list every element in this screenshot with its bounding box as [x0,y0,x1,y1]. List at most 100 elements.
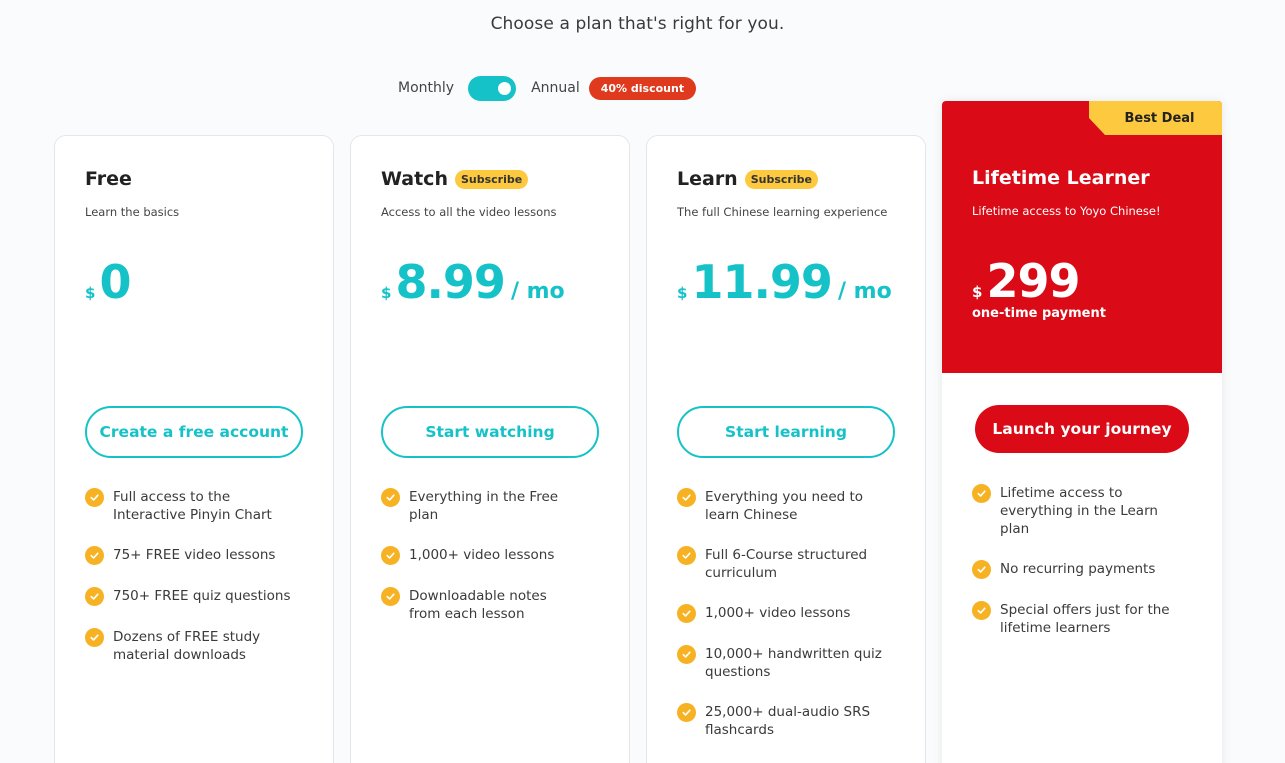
feature-text-line: everything in the Learn [1000,503,1158,519]
billing-period-toggle[interactable] [468,75,517,101]
feature-text: 75+ FREE video lessons [113,546,275,564]
plan-card-watch: Watch Subscribe Access to all the video … [350,135,630,763]
feature-item: 750+ FREE quiz questions [85,587,313,606]
plan-price: $ 11.99 / mo [677,255,895,315]
feature-text: 25,000+ dual-audio SRS flashcards [705,703,870,739]
feature-text: Lifetime access to everything in the Lear… [1000,484,1158,538]
feature-list: Everything you need to learn Chinese Full … [677,488,905,761]
feature-item: Special offers just for the lifetime lear… [972,601,1200,637]
checkmark-icon [85,546,104,565]
checkmark-icon [972,560,991,579]
feature-text: Everything in the Free plan [409,488,558,524]
feature-text-line: Special offers just for the [1000,602,1170,618]
plan-card-free: Free Learn the basics $ 0 Create a free … [54,135,334,763]
feature-text-line: 10,000+ handwritten quiz [705,646,882,662]
feature-text-line: plan [409,507,439,523]
checkmark-icon [85,628,104,647]
price-period: / mo [837,279,892,304]
plan-title: Free [85,168,132,190]
plan-tagline: The full Chinese learning experience [677,205,888,219]
feature-text: Full 6-Course structured curriculum [705,546,867,582]
start-learning-button[interactable]: Start learning [677,406,895,458]
feature-text-line: No recurring payments [1000,561,1156,577]
feature-text: Downloadable notes from each lesson [409,587,547,623]
plan-tagline: Access to all the video lessons [381,205,557,219]
page-heading: Choose a plan that's right for you. [490,14,785,34]
checkmark-icon [381,488,400,507]
plan-name: Lifetime Learner [972,165,1192,191]
feature-text: 10,000+ handwritten quiz questions [705,645,882,681]
feature-text-line: Full access to the [113,489,231,505]
checkmark-icon [972,601,991,620]
feature-text-line: Everything in the Free [409,489,559,505]
feature-item: 25,000+ dual-audio SRS flashcards [677,703,905,739]
launch-journey-button[interactable]: Launch your journey [975,405,1189,453]
subscribe-badge: Subscribe [454,169,529,189]
feature-list: Everything in the Free plan 1,000+ video l… [381,488,609,645]
start-watching-button[interactable]: Start watching [381,406,599,458]
plan-price: $ 8.99 / mo [381,255,599,315]
plan-title: Lifetime Learner [972,167,1150,189]
checkmark-icon [677,488,696,507]
currency-symbol: $ [85,284,96,302]
checkmark-icon [677,703,696,722]
currency-symbol: $ [381,284,392,302]
plan-card-lifetime: Best Deal Lifetime Learner Lifetime acce… [942,101,1222,763]
plan-tagline: Learn the basics [85,205,180,219]
feature-text-line: Lifetime access to [1000,485,1123,501]
price-period: / mo [510,279,565,304]
feature-text-line: Full 6-Course structured [705,547,868,563]
feature-text: Special offers just for the lifetime lear… [1000,601,1170,637]
feature-text-line: Everything you need to [705,489,864,505]
plan-name: Free [85,166,303,192]
plan-price: $ 299 [972,254,1192,308]
checkmark-icon [381,546,400,565]
price-amount: 8.99 [395,255,505,309]
annual-label[interactable]: Annual [531,80,580,96]
plan-title: Learn [677,168,738,190]
feature-list: Lifetime access to everything in the Lear… [972,484,1200,659]
feature-text-line: 75+ FREE video lessons [113,547,276,563]
plan-title: Watch [381,168,448,190]
plan-card-learn: Learn Subscribe The full Chinese learnin… [646,135,926,763]
checkmark-icon [677,604,696,623]
currency-symbol: $ [972,283,983,301]
plan-name: Learn Subscribe [677,166,895,192]
checkmark-icon [85,587,104,606]
feature-text: No recurring payments [1000,560,1155,578]
feature-item: Everything in the Free plan [381,488,609,524]
feature-text: Full access to the Interactive Pinyin Cha… [113,488,272,524]
feature-text: 1,000+ video lessons [409,546,554,564]
price-amount: 299 [986,254,1080,308]
feature-item: No recurring payments [972,560,1200,579]
plan-name: Watch Subscribe [381,166,599,192]
feature-text: Dozens of FREE study material downloads [113,628,260,664]
feature-item: Lifetime access to everything in the Lear… [972,484,1200,538]
feature-text-line: plan [1000,521,1030,537]
price-note: one-time payment [972,306,1106,321]
feature-item: 1,000+ video lessons [381,546,609,565]
monthly-label[interactable]: Monthly [398,80,455,96]
billing-toggle-group: Monthly Annual 40% discount [398,75,697,101]
feature-text: Everything you need to learn Chinese [705,488,863,524]
currency-symbol: $ [677,284,688,302]
feature-item: 10,000+ handwritten quiz questions [677,645,905,681]
feature-text-line: lifetime learners [1000,620,1111,636]
create-free-account-button[interactable]: Create a free account [85,406,303,458]
feature-list: Full access to the Interactive Pinyin Cha… [85,488,313,686]
feature-text-line: Interactive Pinyin Chart [113,507,272,523]
feature-text-line: 25,000+ dual-audio SRS [705,704,871,720]
feature-item: 75+ FREE video lessons [85,546,313,565]
plan-tagline: Lifetime access to Yoyo Chinese! [972,204,1161,218]
discount-badge: 40% discount [588,76,697,100]
checkmark-icon [972,484,991,503]
feature-text-line: from each lesson [409,606,525,622]
checkmark-icon [677,546,696,565]
feature-text-line: 1,000+ video lessons [409,547,555,563]
price-amount: 0 [99,255,131,309]
feature-text: 1,000+ video lessons [705,604,850,622]
feature-item: Dozens of FREE study material downloads [85,628,313,664]
plan-price: $ 0 [85,255,303,315]
feature-text-line: Dozens of FREE study [113,629,261,645]
subscribe-badge: Subscribe [744,169,818,189]
